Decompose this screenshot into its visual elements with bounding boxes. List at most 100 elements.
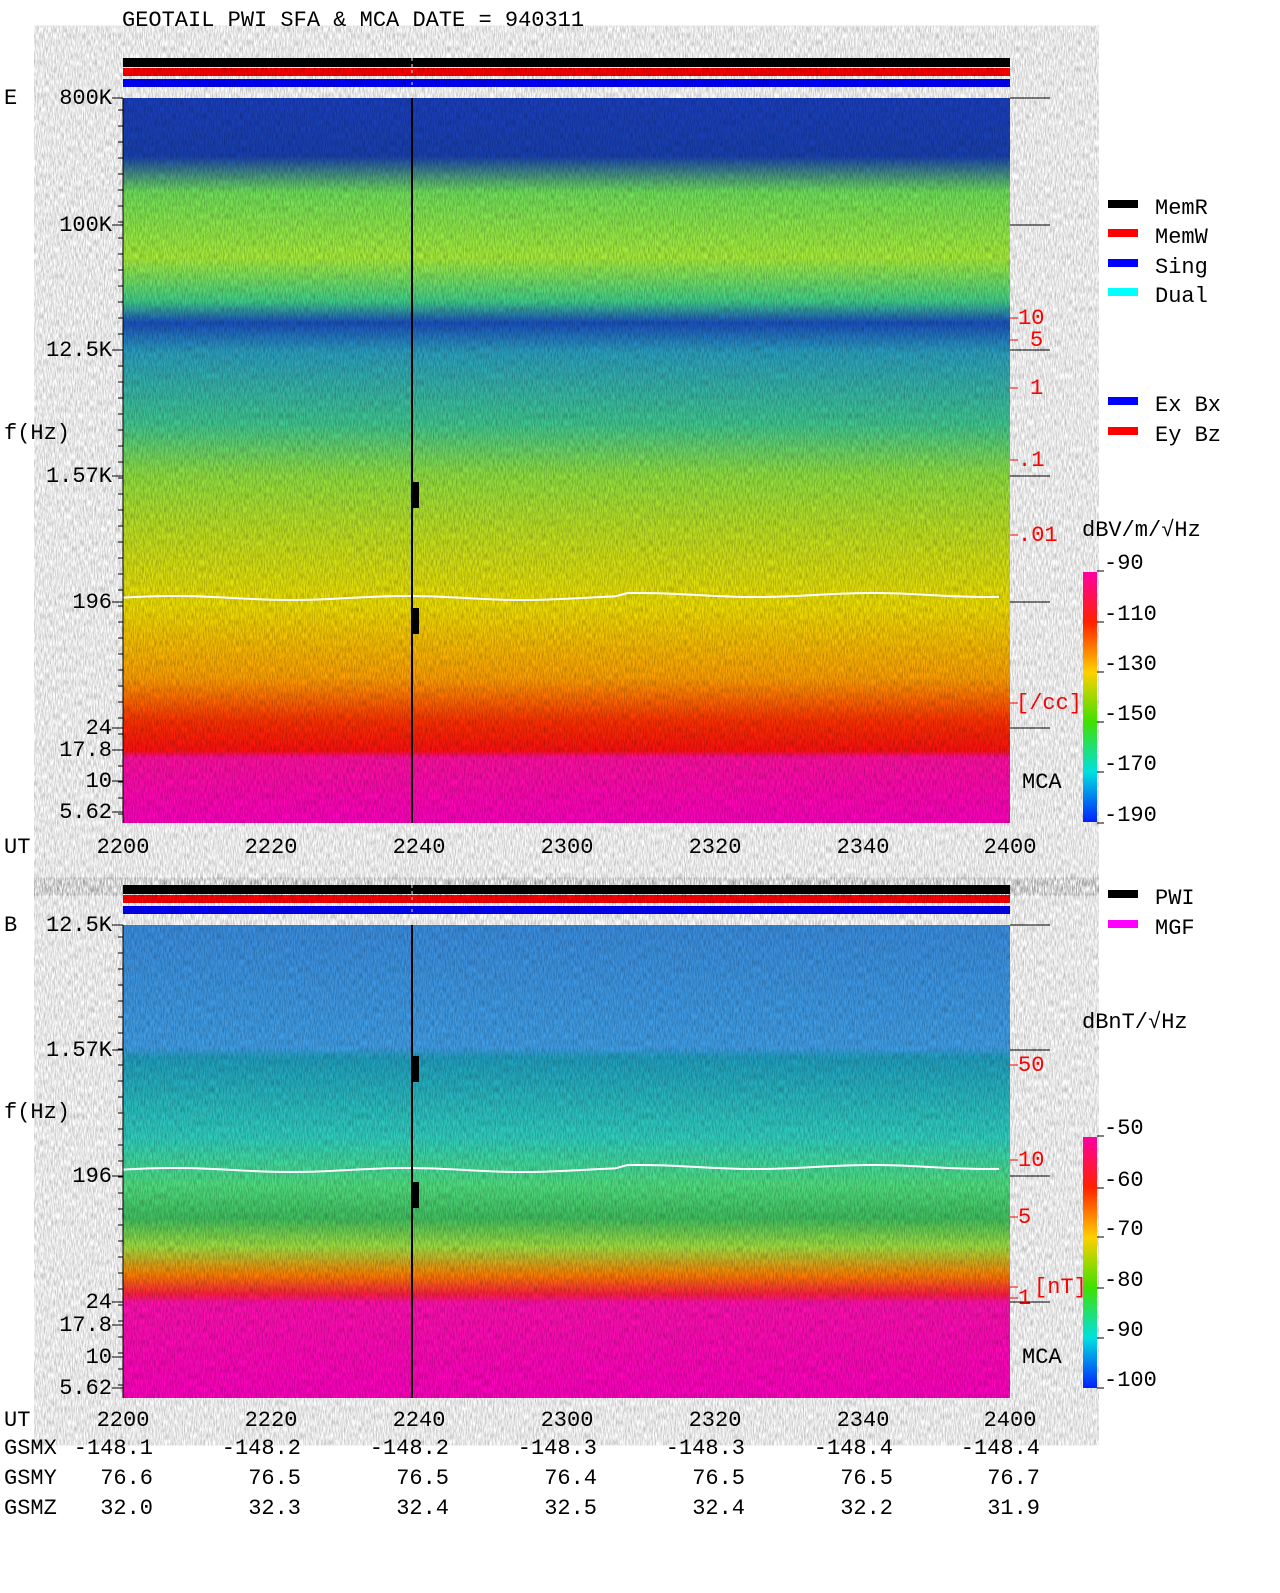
ephemeris-value: 32.0 (100, 1496, 153, 1521)
panel-label: E (4, 86, 17, 111)
y-axis-label: f(Hz) (4, 421, 70, 446)
legend-swatch (1108, 259, 1138, 267)
data-gap-block (412, 608, 419, 634)
right-tick-label: .01 (1018, 523, 1058, 548)
time-tick-label: 2300 (541, 835, 594, 860)
ephemeris-value: -148.4 (961, 1436, 1040, 1461)
ephemeris-value: 32.2 (840, 1496, 893, 1521)
freq-tick-label: 1.57K (46, 464, 113, 489)
legend-swatch (1108, 890, 1138, 898)
spectrogram-texture (123, 98, 1010, 823)
y-axis-label: f(Hz) (4, 1100, 70, 1125)
ephemeris-value: 32.5 (544, 1496, 597, 1521)
ephemeris-name: GSMY (4, 1466, 57, 1491)
ephemeris-value: 31.9 (987, 1496, 1040, 1521)
time-tick-label: 2240 (393, 1408, 446, 1433)
legend-swatch (1108, 288, 1138, 296)
freq-tick-label: 100K (59, 213, 113, 238)
legend-label: MemW (1155, 225, 1209, 250)
time-tick-label: 2340 (837, 835, 890, 860)
time-tick-label: 2200 (97, 835, 150, 860)
colorbar-tick-label: -170 (1104, 752, 1157, 777)
ephemeris-value: 76.5 (840, 1466, 893, 1491)
legend-swatch (1108, 229, 1138, 237)
time-tick-label: 2220 (245, 835, 298, 860)
ephemeris-value: 76.6 (100, 1466, 153, 1491)
colorbar-tick-label: -110 (1104, 602, 1157, 627)
legend-label: Ey Bz (1155, 423, 1221, 448)
legend-label: Sing (1155, 255, 1208, 280)
time-tick-label: 2340 (837, 1408, 890, 1433)
colorbar (1083, 1137, 1097, 1388)
colorbar-tick-label: -50 (1104, 1116, 1144, 1141)
ephemeris-value: 32.4 (692, 1496, 745, 1521)
data-gap-block (412, 1056, 419, 1082)
legend-swatch (1108, 397, 1138, 405)
data-gap-block (412, 482, 419, 508)
ephemeris-name: GSMZ (4, 1496, 57, 1521)
mca-label: MCA (1022, 770, 1062, 795)
ephemeris-value: -148.2 (370, 1436, 449, 1461)
status-bar (123, 58, 1010, 67)
colorbar-tick-label: -190 (1104, 803, 1157, 828)
freq-tick-label: 24 (86, 1290, 112, 1315)
freq-tick-label: 17.8 (59, 738, 112, 763)
right-tick-label: 50 (1018, 1053, 1044, 1078)
colorbar-tick-label: -70 (1104, 1217, 1144, 1242)
ephemeris-value: 76.5 (692, 1466, 745, 1491)
freq-tick-label: 196 (72, 1164, 112, 1189)
mca-label: MCA (1022, 1345, 1062, 1370)
plasma-line (122, 591, 1000, 602)
right-tick-label: .1 (1018, 448, 1044, 473)
colorbar-tick-label: -90 (1104, 551, 1144, 576)
colorbar-tick-label: -80 (1104, 1268, 1144, 1293)
freq-tick-label: 24 (86, 716, 112, 741)
status-bar (123, 895, 1010, 903)
ephemeris-name: GSMX (4, 1436, 57, 1461)
time-tick-label: 2320 (689, 835, 742, 860)
right-tick-label: 1 (1018, 1286, 1031, 1311)
right-tick-label: [nT] (1034, 1275, 1087, 1300)
status-bar (123, 885, 1010, 894)
colorbar-tick-label: -60 (1104, 1168, 1144, 1193)
panel-label: B (4, 913, 17, 938)
legend-swatch (1108, 427, 1138, 435)
legend-label: PWI (1155, 886, 1195, 911)
time-tick-label: 2400 (984, 1408, 1037, 1433)
time-tick-label: 2240 (393, 835, 446, 860)
status-bar (123, 906, 1010, 914)
legend-label: MGF (1155, 916, 1195, 941)
title: GEOTAIL PWI SFA & MCA DATE = 940311 (122, 8, 584, 33)
freq-tick-label: 10 (86, 1345, 112, 1370)
legend-label: MemR (1155, 196, 1208, 221)
legend-swatch (1108, 920, 1138, 928)
ephemeris-value: -148.2 (222, 1436, 301, 1461)
right-tick-label: [/cc] (1016, 691, 1082, 716)
legend-swatch (1108, 200, 1138, 208)
colorbar-tick-label: -100 (1104, 1368, 1157, 1393)
ephemeris-value: 76.5 (396, 1466, 449, 1491)
ephemeris-value: -148.4 (814, 1436, 893, 1461)
freq-tick-label: 12.5K (46, 338, 113, 363)
colorbar-unit: dBnT/√Hz (1082, 1010, 1188, 1035)
right-tick-label: 10 (1018, 1148, 1044, 1173)
legend-label: Dual (1155, 284, 1208, 309)
data-gap-block (412, 1182, 419, 1208)
freq-tick-label: 12.5K (46, 913, 113, 938)
colorbar (1083, 572, 1097, 822)
freq-tick-label: 10 (86, 769, 112, 794)
colorbar-tick-label: -130 (1104, 652, 1157, 677)
ephemeris-value: -148.3 (666, 1436, 745, 1461)
colorbar-unit: dBV/m/√Hz (1082, 518, 1201, 543)
freq-tick-label: 5.62 (59, 1376, 112, 1401)
time-tick-label: 2300 (541, 1408, 594, 1433)
freq-tick-label: 1.57K (46, 1038, 113, 1063)
right-tick-label: 5 (1030, 328, 1043, 353)
time-tick-label: 2320 (689, 1408, 742, 1433)
status-bar (123, 68, 1010, 76)
ephemeris-value: 76.5 (248, 1466, 301, 1491)
time-tick-label: 2220 (245, 1408, 298, 1433)
ephemeris-value: 76.4 (544, 1466, 597, 1491)
ephemeris-value: 32.3 (248, 1496, 301, 1521)
